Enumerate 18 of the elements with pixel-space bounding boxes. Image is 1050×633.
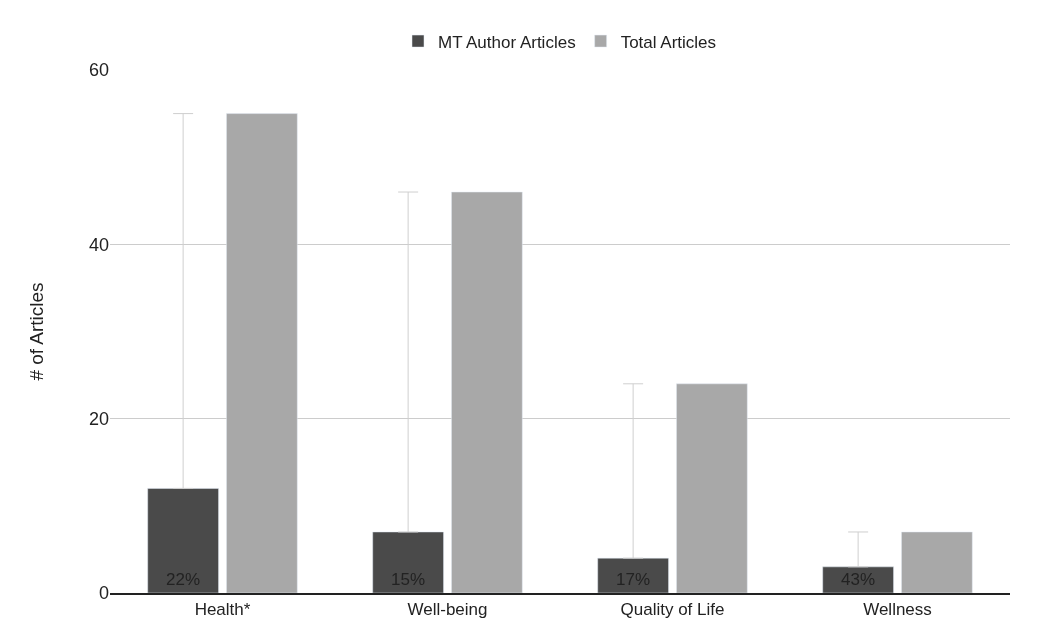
legend-label: MT Author Articles (438, 32, 576, 52)
y-tick-label: 0 (98, 583, 109, 604)
bar (676, 383, 748, 593)
bar (226, 113, 298, 593)
x-tick-label: Quality of Life (620, 600, 725, 620)
bar (451, 191, 523, 593)
y-axis-title: # of Articles (25, 282, 47, 381)
x-tick-label: Well-being (407, 600, 488, 620)
y-tick-label: 60 (88, 60, 109, 81)
bar (147, 488, 219, 593)
y-tick-label: 40 (88, 234, 109, 255)
x-tick-label: Health* (194, 600, 251, 620)
bar (372, 531, 444, 593)
bar (901, 531, 973, 593)
bar (597, 557, 669, 593)
y-tick-label: 20 (88, 408, 109, 429)
x-tick-label: Wellness (863, 600, 932, 620)
legend-label: Total Articles (620, 32, 717, 52)
